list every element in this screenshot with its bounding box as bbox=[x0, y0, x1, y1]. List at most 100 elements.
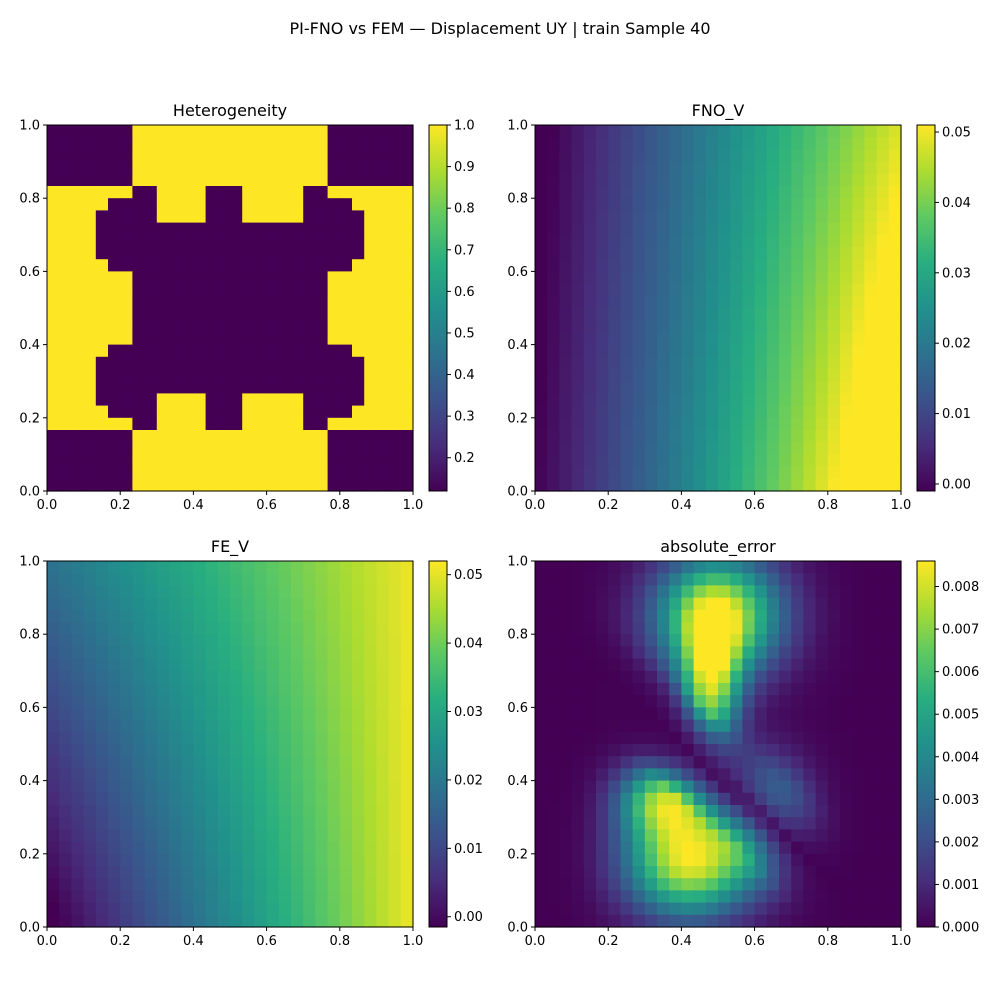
heatmap-cell bbox=[632, 695, 646, 708]
heatmap-cell bbox=[83, 841, 97, 855]
heatmap-cell bbox=[230, 683, 243, 696]
heatmap-cell bbox=[644, 658, 658, 672]
heatmap-cell bbox=[632, 841, 646, 855]
heatmap-cell bbox=[400, 841, 414, 855]
heatmap-cell bbox=[864, 393, 878, 407]
heatmap-cell bbox=[620, 707, 634, 721]
heatmap-cell bbox=[95, 186, 109, 199]
heatmap-cell bbox=[535, 683, 548, 696]
heatmap-cell bbox=[205, 356, 219, 370]
heatmap-cell bbox=[83, 430, 97, 443]
heatmap-cell bbox=[254, 271, 268, 285]
heatmap-cell bbox=[669, 670, 682, 684]
heatmap-cell bbox=[266, 405, 280, 419]
heatmap-cell bbox=[571, 914, 585, 928]
heatmap-cell bbox=[888, 878, 902, 891]
heatmap-cell bbox=[83, 805, 97, 818]
heatmap-cell bbox=[559, 805, 573, 818]
heatmap-cell bbox=[571, 478, 585, 492]
heatmap-cell bbox=[364, 173, 377, 187]
heatmap-cell bbox=[71, 573, 85, 586]
heatmap-cell bbox=[59, 658, 72, 672]
heatmap-cell bbox=[766, 344, 780, 358]
heatmap-cell bbox=[840, 573, 853, 586]
heatmap-cell bbox=[705, 369, 719, 382]
heatmap-cell bbox=[620, 829, 634, 843]
heatmap-cell bbox=[583, 161, 597, 175]
heatmap-cell bbox=[108, 454, 121, 468]
heatmap-cell bbox=[791, 878, 804, 891]
heatmap-cell bbox=[693, 878, 707, 891]
heatmap-cell bbox=[888, 222, 902, 236]
heatmap-cell bbox=[217, 853, 231, 867]
heatmap-cell bbox=[156, 744, 170, 757]
heatmap-cell bbox=[888, 683, 902, 696]
heatmap-cell bbox=[71, 902, 85, 916]
heatmap-cell bbox=[608, 805, 621, 818]
heatmap-cell bbox=[169, 283, 182, 297]
x-tick-label: 0.2 bbox=[598, 934, 619, 949]
heatmap-cell bbox=[583, 320, 597, 333]
heatmap-cell bbox=[681, 283, 695, 297]
heatmap-cell bbox=[83, 756, 97, 769]
heatmap-cell bbox=[156, 308, 170, 321]
heatmap-cell bbox=[156, 878, 170, 891]
heatmap-cell bbox=[132, 454, 146, 468]
heatmap-cell bbox=[291, 890, 304, 904]
heatmap-cell bbox=[193, 466, 207, 480]
heatmap-cell bbox=[864, 137, 878, 150]
heatmap-cell bbox=[681, 829, 695, 843]
heatmap-cell bbox=[852, 259, 865, 272]
heatmap-cell bbox=[339, 454, 353, 468]
heatmap-cell bbox=[169, 805, 182, 818]
heatmap-cell bbox=[571, 719, 585, 733]
heatmap-cell bbox=[242, 914, 255, 928]
heatmap-cell bbox=[815, 356, 829, 370]
heatmap-cell bbox=[754, 841, 768, 855]
heatmap-cell bbox=[657, 173, 670, 187]
heatmap-cell bbox=[352, 161, 365, 175]
heatmap-cell bbox=[754, 622, 768, 635]
heatmap-cell bbox=[291, 658, 304, 672]
heatmap-cell bbox=[803, 670, 817, 684]
heatmap-cell bbox=[693, 381, 707, 394]
heatmap-cell bbox=[620, 393, 634, 407]
heatmap-cell bbox=[583, 405, 597, 419]
heatmap-cell bbox=[278, 198, 292, 211]
heatmap-cell bbox=[339, 853, 353, 867]
heatmap-cell bbox=[864, 707, 878, 721]
heatmap-cell bbox=[169, 597, 182, 611]
heatmap-cell bbox=[559, 792, 573, 806]
heatmap-cell bbox=[352, 332, 365, 346]
heatmap-cell bbox=[156, 866, 170, 879]
heatmap-cell bbox=[376, 210, 390, 224]
x-tick-label: 0.2 bbox=[110, 498, 131, 513]
heatmap-cell bbox=[242, 466, 255, 480]
heatmap-cell bbox=[254, 914, 268, 928]
heatmap-cell bbox=[327, 878, 341, 891]
heatmap-cell bbox=[693, 454, 707, 468]
heatmap-cell bbox=[705, 573, 719, 586]
axes-frame bbox=[46, 560, 414, 928]
heatmap-cell bbox=[608, 890, 621, 904]
heatmap-cell bbox=[571, 658, 585, 672]
colorbar-tick-label: 0.05 bbox=[454, 568, 483, 583]
heatmap-cell bbox=[657, 356, 670, 370]
heatmap-cell bbox=[791, 381, 804, 394]
heatmap-cell bbox=[864, 622, 878, 635]
heatmap-cell bbox=[242, 332, 255, 346]
heatmap-cell bbox=[742, 573, 756, 586]
heatmap-cell bbox=[876, 430, 890, 443]
heatmap-cell bbox=[840, 442, 853, 455]
heatmap-cell bbox=[83, 683, 97, 696]
heatmap-cell bbox=[693, 853, 707, 867]
heatmap-cell bbox=[571, 393, 585, 407]
heatmap-cell bbox=[400, 247, 414, 260]
heatmap-cell bbox=[559, 442, 573, 455]
heatmap-cell bbox=[156, 405, 170, 419]
heatmap-cell bbox=[571, 683, 585, 696]
heatmap-cell bbox=[742, 597, 756, 611]
heatmap-cell bbox=[47, 320, 60, 333]
heatmap-cell bbox=[840, 405, 853, 419]
heatmap-cell bbox=[681, 454, 695, 468]
